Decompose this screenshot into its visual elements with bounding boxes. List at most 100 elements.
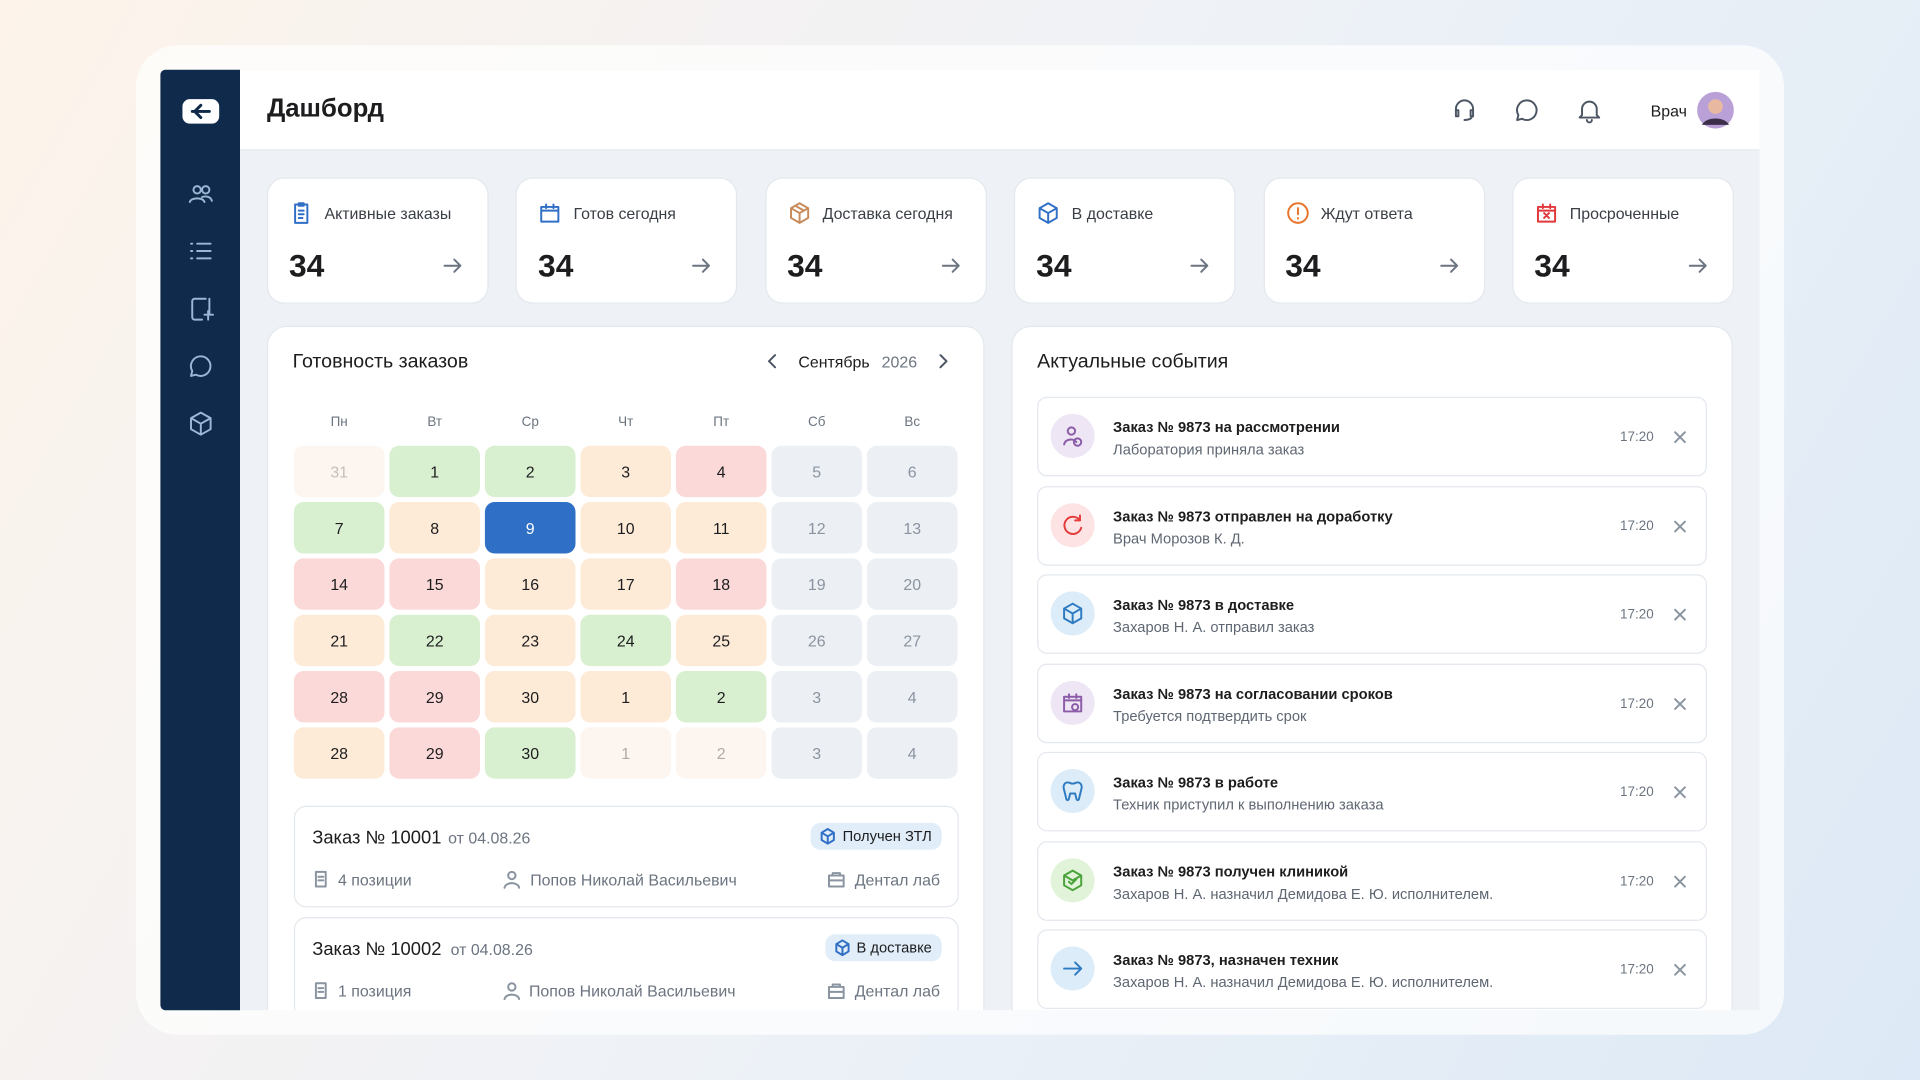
calendar-day[interactable]: 30 xyxy=(484,727,576,779)
stat-card[interactable]: Доставка сегодня 34 xyxy=(765,177,987,304)
close-button[interactable] xyxy=(1673,962,1688,977)
page-title: Дашборд xyxy=(266,94,384,123)
calendar-day[interactable]: 21 xyxy=(293,614,385,667)
event-card[interactable]: Заказ № 9873 на рассмотрении Лаборатория … xyxy=(1037,396,1707,477)
calendar-day[interactable]: 24 xyxy=(580,614,672,667)
stat-card[interactable]: Готов сегодня 34 xyxy=(515,177,738,304)
calendar-day[interactable]: 30 xyxy=(484,671,576,723)
stat-icon xyxy=(540,203,560,223)
logo xyxy=(182,99,220,124)
stat-arrow[interactable] xyxy=(441,253,465,277)
notifications-button[interactable] xyxy=(1575,96,1604,125)
stat-card[interactable]: В доставке 34 xyxy=(1014,177,1236,304)
event-card[interactable]: Заказ № 9873 получен клиникой Захаров Н. … xyxy=(1037,840,1707,921)
event-card[interactable]: Заказ № 9873 отправлен на доработку Врач … xyxy=(1037,485,1707,566)
calendar-day[interactable]: 17 xyxy=(580,558,672,610)
stat-icon xyxy=(1536,203,1557,223)
calendar-day[interactable]: 5 xyxy=(771,445,863,498)
calendar-day[interactable]: 7 xyxy=(293,502,385,554)
nav-chat[interactable] xyxy=(187,353,214,380)
stat-card[interactable]: Ждут ответа 34 xyxy=(1263,177,1485,304)
stat-card[interactable]: Активные заказы 34 xyxy=(266,177,489,304)
order-positions: 1 позиция xyxy=(337,982,412,1001)
close-button[interactable] xyxy=(1673,696,1688,711)
stat-arrow[interactable] xyxy=(690,253,714,277)
event-glyph xyxy=(1063,602,1083,625)
calendar-day[interactable]: 26 xyxy=(771,614,863,667)
event-card[interactable]: Заказ № 9873 в работе Техник приступил к … xyxy=(1037,751,1707,832)
calendar-day[interactable]: 1 xyxy=(389,445,481,498)
nav-delivery[interactable] xyxy=(187,410,214,437)
event-card[interactable]: Заказ № 9873 в доставке Захаров Н. А. отп… xyxy=(1037,574,1707,654)
user-role[interactable]: Врач xyxy=(1650,101,1687,121)
close-button[interactable] xyxy=(1673,430,1688,445)
calendar-day[interactable]: 4 xyxy=(675,445,767,498)
weekday: Чт xyxy=(618,415,634,430)
close-button[interactable] xyxy=(1673,785,1688,800)
stat-arrow[interactable] xyxy=(1686,253,1710,277)
calendar-day[interactable]: 25 xyxy=(675,614,767,667)
stat-label: В доставке xyxy=(1071,204,1154,223)
calendar-day[interactable]: 1 xyxy=(580,671,672,723)
messages-button[interactable] xyxy=(1512,96,1541,125)
calendar-day[interactable]: 6 xyxy=(866,445,958,498)
calendar-day[interactable]: 4 xyxy=(866,727,958,779)
calendar-day[interactable]: 2 xyxy=(484,445,576,498)
calendar-day[interactable]: 1 xyxy=(580,727,672,779)
stat-value: 34 xyxy=(288,247,325,285)
calendar-day[interactable]: 20 xyxy=(866,558,958,610)
calendar-day[interactable]: 15 xyxy=(389,558,481,610)
calendar-day[interactable]: 4 xyxy=(866,671,958,723)
calendar-day[interactable]: 14 xyxy=(293,558,385,610)
nav-new-order[interactable] xyxy=(187,295,215,322)
next-month[interactable] xyxy=(934,353,951,370)
stat-icon xyxy=(1286,202,1309,224)
calendar-title: Готовность заказов xyxy=(292,351,469,373)
calendar-day[interactable]: 11 xyxy=(675,502,767,554)
calendar-day[interactable]: 23 xyxy=(484,614,576,667)
calendar-day[interactable]: 10 xyxy=(580,502,672,554)
calendar-day[interactable]: 3 xyxy=(771,727,863,779)
close-button[interactable] xyxy=(1673,874,1688,889)
calendar-day[interactable]: 19 xyxy=(771,558,863,610)
close-button[interactable] xyxy=(1673,607,1688,622)
calendar-day[interactable]: 29 xyxy=(389,727,481,779)
stat-arrow[interactable] xyxy=(1188,253,1212,277)
support-button[interactable] xyxy=(1450,96,1479,125)
calendar-day[interactable]: 9 xyxy=(484,502,576,554)
calendar-day[interactable]: 28 xyxy=(293,727,385,779)
person-icon xyxy=(503,982,521,1001)
event-card[interactable]: Заказ № 9873, назначен техник Захаров Н. … xyxy=(1037,929,1707,1009)
calendar-day[interactable]: 13 xyxy=(866,502,958,554)
order-person: Попов Николай Васильевич xyxy=(530,870,737,889)
calendar-day[interactable]: 27 xyxy=(866,614,958,667)
nav-users[interactable] xyxy=(187,180,214,207)
stat-card[interactable]: Просроченные 34 xyxy=(1512,177,1734,304)
status-icon xyxy=(820,828,836,845)
calendar-day[interactable]: 3 xyxy=(580,445,672,498)
calendar-day[interactable]: 2 xyxy=(675,671,767,723)
close-button[interactable] xyxy=(1673,519,1688,534)
calendar-day[interactable]: 16 xyxy=(484,558,576,610)
event-title: Заказ № 9873 отправлен на доработку xyxy=(1113,507,1393,525)
order-card[interactable]: Заказ № 10001 от 04.08.26 Получен ЗТЛ 4 поз… xyxy=(293,805,959,908)
prev-month[interactable] xyxy=(764,353,781,370)
avatar[interactable] xyxy=(1697,91,1734,129)
event-card[interactable]: Заказ № 9873 на согласовании сроков Требу… xyxy=(1037,663,1707,743)
weekday: Вс xyxy=(904,415,921,430)
calendar-day[interactable]: 31 xyxy=(293,445,385,498)
calendar-day[interactable]: 22 xyxy=(389,614,481,667)
stat-arrow[interactable] xyxy=(1437,253,1461,277)
calendar-day[interactable]: 2 xyxy=(675,727,767,779)
stat-arrow[interactable] xyxy=(939,253,963,277)
calendar-day[interactable]: 18 xyxy=(675,558,767,610)
event-glyph xyxy=(1063,961,1083,976)
calendar-day[interactable]: 28 xyxy=(293,671,385,723)
order-card[interactable]: Заказ № 10002 от 04.08.26 В доставке 1 пози… xyxy=(293,917,959,1011)
calendar-day[interactable]: 3 xyxy=(771,671,863,723)
calendar-day[interactable]: 8 xyxy=(389,502,481,554)
nav-list[interactable] xyxy=(187,238,214,265)
calendar-day[interactable]: 12 xyxy=(771,502,863,554)
calendar-day[interactable]: 29 xyxy=(389,671,481,723)
